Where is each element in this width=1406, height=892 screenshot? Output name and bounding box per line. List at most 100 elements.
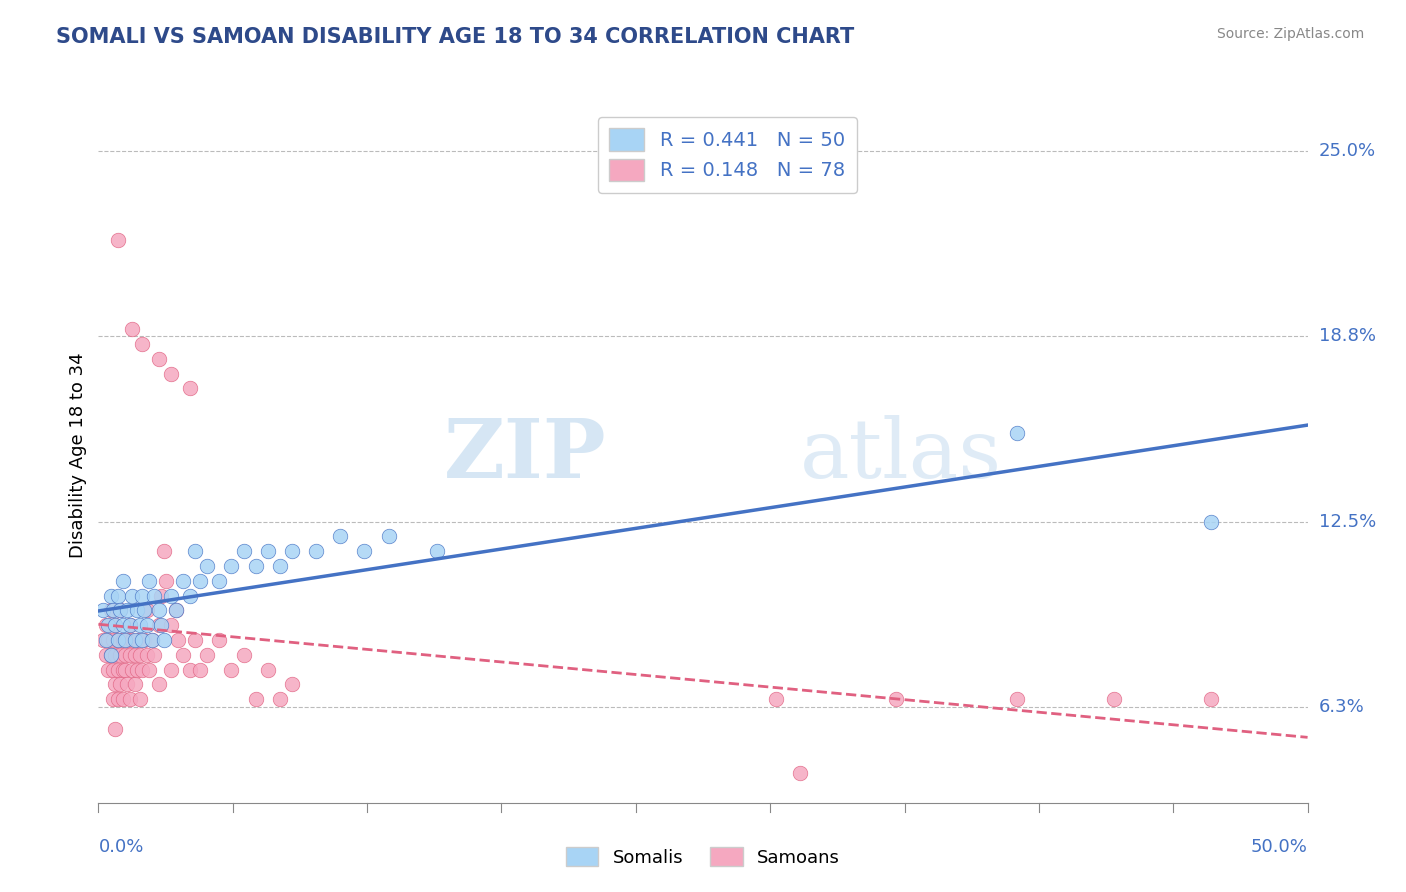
Point: [121, 589, 143, 603]
Text: SOMALI VS SAMOAN DISABILITY AGE 18 TO 34 CORRELATION CHART: SOMALI VS SAMOAN DISABILITY AGE 18 TO 34…: [56, 27, 855, 46]
Text: atlas: atlas: [800, 415, 1002, 495]
Point: [305, 544, 328, 558]
Point: [124, 677, 146, 691]
Point: [165, 603, 187, 617]
Point: [135, 603, 157, 617]
Point: [101, 632, 124, 647]
Point: [329, 529, 352, 543]
Point: [152, 632, 174, 647]
Point: [118, 618, 141, 632]
Point: [94, 648, 117, 662]
Point: [195, 648, 218, 662]
Point: [789, 766, 811, 780]
Point: [135, 618, 157, 632]
Point: [281, 544, 304, 558]
Point: [269, 558, 291, 573]
Point: [256, 544, 278, 558]
Point: [184, 632, 207, 647]
Point: [179, 381, 201, 395]
Point: [179, 589, 201, 603]
Point: [232, 544, 254, 558]
Point: [128, 692, 150, 706]
Point: [131, 663, 153, 677]
Point: [269, 692, 291, 706]
Point: [100, 648, 122, 662]
Point: [104, 618, 127, 632]
Point: [107, 632, 129, 647]
Point: [221, 558, 243, 573]
Legend: R = 0.441   N = 50, R = 0.148   N = 78: R = 0.441 N = 50, R = 0.148 N = 78: [598, 117, 856, 193]
Point: [1199, 515, 1222, 529]
Point: [886, 692, 908, 706]
Point: [208, 574, 231, 588]
Point: [195, 558, 218, 573]
Point: [148, 618, 170, 632]
Point: [134, 632, 156, 647]
Point: [150, 618, 173, 632]
Text: 12.5%: 12.5%: [1319, 513, 1376, 531]
Point: [131, 337, 153, 351]
Point: [150, 589, 173, 603]
Point: [118, 648, 141, 662]
Point: [108, 677, 131, 691]
Point: [97, 618, 120, 632]
Point: [121, 632, 143, 647]
Point: [107, 663, 129, 677]
Point: [138, 574, 160, 588]
Point: [208, 632, 231, 647]
Point: [107, 632, 129, 647]
Point: [100, 648, 122, 662]
Text: ZIP: ZIP: [444, 415, 606, 495]
Point: [117, 632, 139, 647]
Point: [118, 692, 141, 706]
Point: [111, 663, 134, 677]
Y-axis label: Disability Age 18 to 34: Disability Age 18 to 34: [69, 352, 87, 558]
Point: [114, 663, 136, 677]
Point: [172, 574, 194, 588]
Point: [155, 574, 177, 588]
Point: [1007, 692, 1029, 706]
Point: [232, 648, 254, 662]
Point: [107, 233, 129, 247]
Point: [91, 603, 114, 617]
Point: [127, 603, 149, 617]
Point: [97, 632, 120, 647]
Point: [108, 603, 131, 617]
Point: [143, 648, 166, 662]
Point: [188, 663, 211, 677]
Point: [100, 603, 122, 617]
Point: [114, 632, 136, 647]
Point: [111, 574, 134, 588]
Point: [94, 632, 117, 647]
Point: [353, 544, 375, 558]
Point: [152, 544, 174, 558]
Point: [134, 603, 156, 617]
Point: [141, 632, 163, 647]
Point: [221, 663, 243, 677]
Point: [138, 663, 160, 677]
Point: [1102, 692, 1125, 706]
Point: [160, 589, 183, 603]
Text: 0.0%: 0.0%: [98, 838, 143, 856]
Point: [108, 648, 131, 662]
Point: [167, 632, 190, 647]
Text: Source: ZipAtlas.com: Source: ZipAtlas.com: [1216, 27, 1364, 41]
Point: [128, 618, 150, 632]
Point: [117, 677, 139, 691]
Point: [104, 648, 127, 662]
Point: [121, 322, 143, 336]
Point: [111, 632, 134, 647]
Point: [245, 558, 267, 573]
Point: [160, 663, 183, 677]
Point: [97, 663, 120, 677]
Point: [141, 632, 163, 647]
Point: [1199, 692, 1222, 706]
Legend: Somalis, Samoans: Somalis, Samoans: [558, 840, 848, 874]
Point: [135, 648, 157, 662]
Point: [118, 618, 141, 632]
Point: [108, 603, 131, 617]
Point: [107, 692, 129, 706]
Point: [143, 589, 166, 603]
Point: [165, 603, 187, 617]
Point: [172, 648, 194, 662]
